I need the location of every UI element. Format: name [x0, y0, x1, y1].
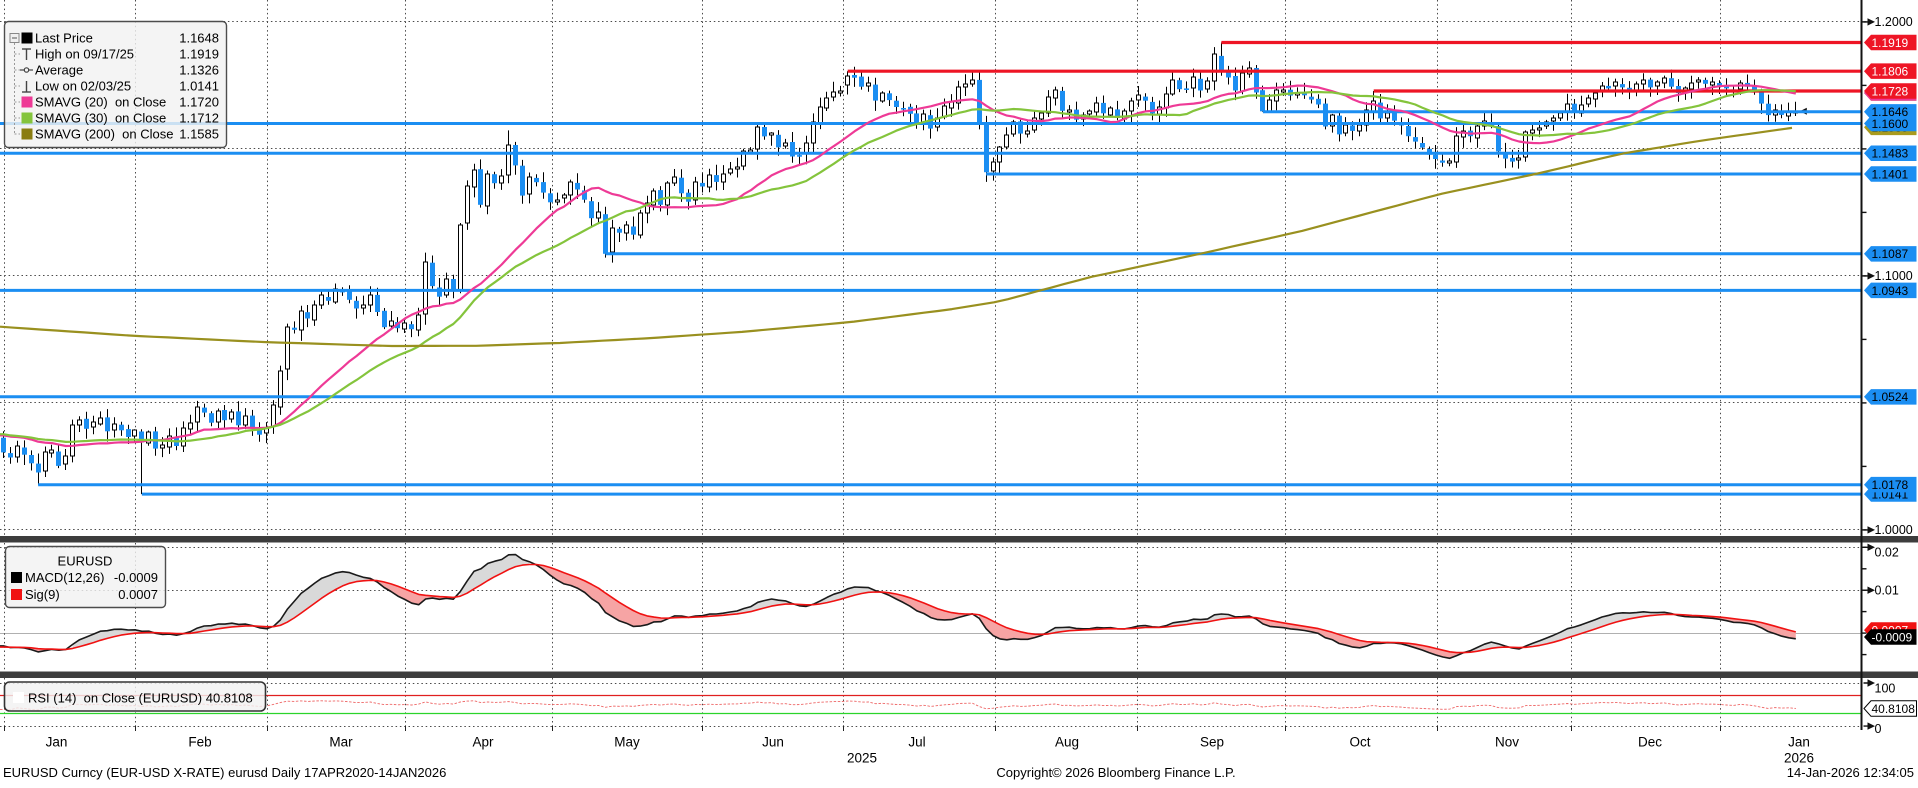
svg-text:2026: 2026 — [1784, 751, 1814, 766]
svg-text:May: May — [614, 735, 640, 750]
svg-text:High on 09/17/25: High on 09/17/25 — [35, 47, 134, 62]
svg-text:1.1600: 1.1600 — [1872, 117, 1909, 131]
svg-text:1.1483: 1.1483 — [1872, 147, 1909, 161]
svg-text:1.1585: 1.1585 — [179, 127, 219, 142]
svg-text:100: 100 — [1875, 682, 1896, 696]
svg-text:-0.0009: -0.0009 — [114, 570, 158, 585]
svg-text:1.1326: 1.1326 — [179, 63, 219, 78]
svg-text:Sig(9): Sig(9) — [25, 587, 60, 602]
svg-text:Nov: Nov — [1495, 735, 1519, 750]
svg-text:EURUSD Curncy (EUR-USD X-RATE): EURUSD Curncy (EUR-USD X-RATE) eurusd Da… — [3, 765, 446, 780]
svg-text:1.1646: 1.1646 — [1872, 105, 1909, 119]
svg-text:EURUSD: EURUSD — [58, 554, 113, 569]
svg-text:Average: Average — [35, 63, 83, 78]
svg-text:-0.0009: -0.0009 — [1872, 630, 1913, 644]
svg-text:Jul: Jul — [908, 735, 925, 750]
svg-text:Copyright© 2026 Bloomberg Fina: Copyright© 2026 Bloomberg Finance L.P. — [996, 765, 1235, 780]
svg-text:Apr: Apr — [472, 735, 494, 750]
svg-text:40.8108: 40.8108 — [1872, 702, 1916, 716]
svg-text:1.1919: 1.1919 — [179, 47, 219, 62]
svg-text:Sep: Sep — [1200, 735, 1224, 750]
svg-text:1.1000: 1.1000 — [1875, 269, 1913, 283]
svg-text:1.0524: 1.0524 — [1872, 390, 1909, 404]
svg-text:1.1728: 1.1728 — [1872, 84, 1909, 98]
svg-text:1.1720: 1.1720 — [179, 95, 219, 110]
svg-text:Jan: Jan — [46, 735, 68, 750]
svg-text:SMAVG (20) on Close: SMAVG (20) on Close — [35, 95, 166, 110]
svg-text:1.1919: 1.1919 — [1872, 36, 1909, 50]
svg-text:0: 0 — [1875, 722, 1882, 736]
svg-text:1.0141: 1.0141 — [179, 79, 219, 94]
svg-text:Dec: Dec — [1638, 735, 1662, 750]
svg-text:Low on 02/03/25: Low on 02/03/25 — [35, 79, 131, 94]
svg-text:Mar: Mar — [329, 735, 353, 750]
svg-text:1.0178: 1.0178 — [1872, 478, 1909, 492]
svg-text:2025: 2025 — [847, 751, 877, 766]
svg-text:Aug: Aug — [1055, 735, 1079, 750]
svg-text:1.0943: 1.0943 — [1872, 284, 1909, 298]
svg-text:SMAVG (30) on Close: SMAVG (30) on Close — [35, 111, 166, 126]
svg-text:Feb: Feb — [188, 735, 211, 750]
svg-text:0.01: 0.01 — [1875, 583, 1899, 597]
svg-text:MACD(12,26): MACD(12,26) — [25, 570, 104, 585]
svg-text:Jan: Jan — [1788, 735, 1810, 750]
svg-text:0.02: 0.02 — [1875, 545, 1899, 559]
svg-text:1.1712: 1.1712 — [179, 111, 219, 126]
svg-text:Jun: Jun — [762, 735, 784, 750]
svg-text:Last Price: Last Price — [35, 31, 93, 46]
svg-text:1.1087: 1.1087 — [1872, 247, 1909, 261]
svg-text:SMAVG (200) on Close: SMAVG (200) on Close — [35, 127, 173, 142]
svg-text:Oct: Oct — [1349, 735, 1370, 750]
svg-text:1.1806: 1.1806 — [1872, 65, 1909, 79]
svg-text:1.1401: 1.1401 — [1872, 167, 1909, 181]
svg-text:RSI (14) on Close (EURUSD) 40: RSI (14) on Close (EURUSD) 40.8108 — [28, 691, 253, 706]
svg-text:1.1648: 1.1648 — [179, 31, 219, 46]
svg-text:1.0000: 1.0000 — [1875, 523, 1913, 537]
svg-text:14-Jan-2026 12:34:05: 14-Jan-2026 12:34:05 — [1787, 765, 1914, 780]
svg-text:0.0007: 0.0007 — [118, 587, 158, 602]
svg-text:1.2000: 1.2000 — [1875, 15, 1913, 29]
